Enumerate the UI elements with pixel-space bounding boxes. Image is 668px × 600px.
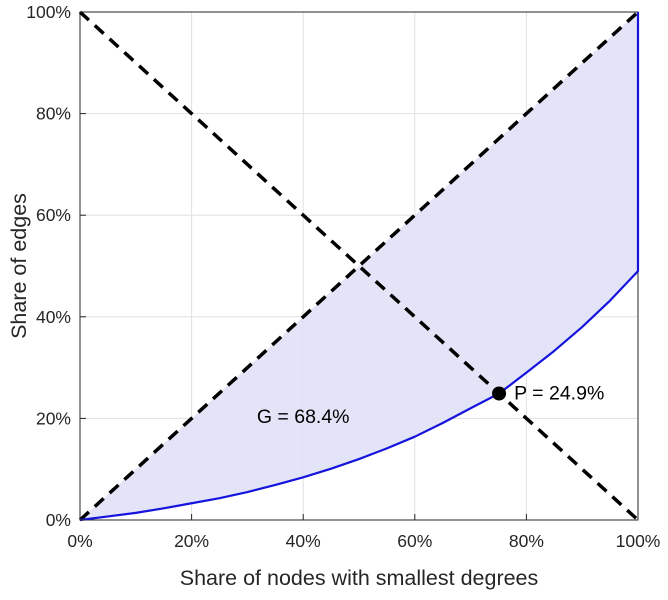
x-axis-label: Share of nodes with smallest degrees [180, 566, 539, 590]
x-tick-label: 60% [397, 531, 432, 551]
x-tick-label: 40% [286, 531, 321, 551]
intersection-point [492, 386, 507, 401]
lorenz-curve-line [79, 12, 640, 522]
y-tick-label: 40% [36, 307, 71, 327]
y-tick-label: 60% [36, 205, 71, 225]
x-tick-label: 0% [67, 531, 92, 551]
y-tick-label: 0% [46, 510, 71, 530]
y-axis-label: Share of edges [7, 193, 31, 339]
annotation-gini: G = 68.4% [257, 406, 350, 428]
x-tick-label: 20% [174, 531, 209, 551]
equality-diagonal-line [78, 10, 640, 522]
x-tick-label: 100% [616, 531, 661, 551]
y-tick-label: 100% [26, 2, 71, 22]
y-tick-label: 20% [36, 408, 71, 428]
anti-diagonal-line [78, 10, 640, 522]
annotation-p: P = 24.9% [514, 383, 604, 405]
x-tick-label: 80% [509, 531, 544, 551]
y-tick-label: 80% [36, 104, 71, 124]
